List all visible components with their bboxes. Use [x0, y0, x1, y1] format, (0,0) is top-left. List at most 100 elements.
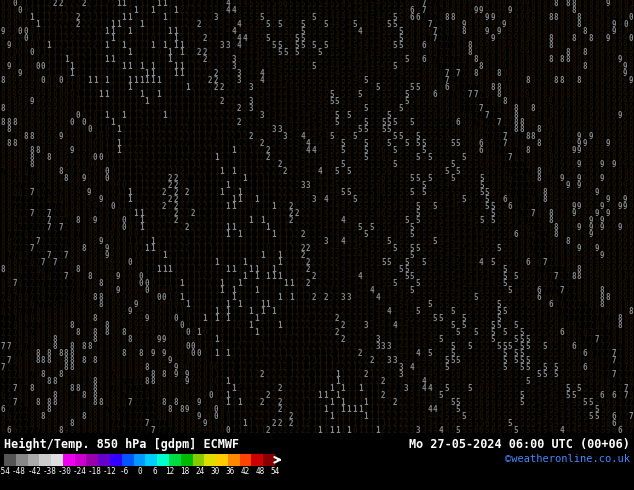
Text: 8: 8 — [536, 55, 541, 64]
Text: 7: 7 — [525, 188, 529, 197]
Text: 8: 8 — [18, 328, 22, 337]
Text: 3: 3 — [318, 237, 322, 246]
Text: 7: 7 — [35, 286, 40, 295]
Text: 9: 9 — [58, 146, 63, 155]
Text: 6: 6 — [491, 405, 495, 414]
Text: 8: 8 — [588, 27, 593, 36]
Text: 9: 9 — [560, 104, 564, 113]
Text: 7: 7 — [127, 377, 132, 386]
Text: 2: 2 — [162, 223, 167, 232]
Text: 0: 0 — [98, 174, 103, 183]
Text: 6: 6 — [485, 398, 489, 407]
Text: 8: 8 — [531, 0, 536, 8]
Text: 1: 1 — [254, 307, 259, 316]
Text: 0: 0 — [352, 426, 357, 435]
Text: 1: 1 — [249, 307, 253, 316]
Text: 8: 8 — [18, 118, 22, 127]
Text: 5: 5 — [491, 418, 495, 428]
Text: 8: 8 — [1, 76, 5, 85]
Text: 5: 5 — [566, 391, 570, 400]
Text: 8: 8 — [612, 314, 616, 323]
Text: 7: 7 — [525, 209, 529, 218]
Text: 2: 2 — [64, 27, 68, 36]
Text: 5: 5 — [387, 48, 391, 57]
Text: 5: 5 — [508, 342, 512, 351]
Text: 1: 1 — [105, 27, 109, 36]
Text: 8: 8 — [583, 13, 587, 22]
Text: 3: 3 — [358, 321, 363, 330]
Text: 1: 1 — [185, 272, 190, 281]
Text: 2: 2 — [318, 300, 322, 309]
Text: 5: 5 — [577, 412, 581, 420]
Text: 3: 3 — [323, 258, 328, 267]
Text: 2: 2 — [295, 342, 299, 351]
Text: 2: 2 — [225, 153, 230, 162]
Text: 5: 5 — [329, 104, 333, 113]
Text: 8: 8 — [571, 6, 576, 15]
Text: 4: 4 — [335, 202, 339, 211]
Text: 8: 8 — [64, 188, 68, 197]
Text: 8: 8 — [594, 293, 599, 302]
Text: 5: 5 — [450, 279, 455, 288]
Text: 5: 5 — [542, 377, 547, 386]
Text: 8: 8 — [594, 307, 599, 316]
Text: 5: 5 — [410, 321, 415, 330]
Text: 8: 8 — [93, 356, 98, 365]
Text: 1: 1 — [237, 405, 242, 414]
Text: 1: 1 — [295, 279, 299, 288]
Text: 8: 8 — [577, 279, 581, 288]
Text: 4: 4 — [318, 195, 322, 204]
Text: 8: 8 — [98, 391, 103, 400]
Text: 9: 9 — [618, 111, 622, 120]
Text: 6: 6 — [381, 181, 385, 190]
Text: 2: 2 — [139, 153, 143, 162]
Text: 8: 8 — [571, 13, 576, 22]
Text: 5: 5 — [404, 272, 409, 281]
Text: 2: 2 — [404, 405, 409, 414]
Text: 1: 1 — [249, 188, 253, 197]
Text: 1: 1 — [156, 55, 161, 64]
Text: 6: 6 — [392, 230, 397, 239]
Text: 7: 7 — [485, 118, 489, 127]
Text: 5: 5 — [392, 111, 397, 120]
Text: 6: 6 — [612, 418, 616, 428]
Text: 8: 8 — [81, 265, 86, 274]
Text: 2: 2 — [197, 27, 201, 36]
Text: 5: 5 — [271, 55, 276, 64]
Text: 5: 5 — [433, 139, 437, 148]
Text: 5: 5 — [542, 391, 547, 400]
Text: 1: 1 — [191, 146, 195, 155]
Text: 5: 5 — [508, 328, 512, 337]
Text: 9: 9 — [105, 209, 109, 218]
Text: 8: 8 — [612, 153, 616, 162]
Text: 2: 2 — [243, 384, 247, 392]
Text: 5: 5 — [392, 0, 397, 8]
Text: 8: 8 — [594, 69, 599, 78]
Text: 2: 2 — [318, 293, 322, 302]
Text: 3: 3 — [352, 321, 357, 330]
Text: 5: 5 — [364, 195, 368, 204]
Text: 2: 2 — [283, 369, 288, 379]
Text: 8: 8 — [479, 48, 484, 57]
Text: 9: 9 — [612, 167, 616, 176]
Text: 2: 2 — [225, 118, 230, 127]
Text: 4: 4 — [323, 181, 328, 190]
Text: 6: 6 — [433, 48, 437, 57]
Text: 5: 5 — [340, 209, 346, 218]
Text: 1: 1 — [208, 146, 212, 155]
Text: 2: 2 — [392, 398, 397, 407]
Text: 9: 9 — [612, 41, 616, 50]
Text: 7: 7 — [514, 181, 518, 190]
Text: 2: 2 — [174, 132, 178, 141]
Text: 1: 1 — [301, 349, 305, 358]
Text: 5: 5 — [358, 146, 363, 155]
Text: 4: 4 — [243, 34, 247, 43]
Text: 9: 9 — [127, 307, 132, 316]
Text: 9: 9 — [588, 202, 593, 211]
Text: 3: 3 — [398, 356, 403, 365]
Text: 9: 9 — [612, 48, 616, 57]
Text: 8: 8 — [53, 328, 57, 337]
Text: 5: 5 — [381, 139, 385, 148]
Text: 8: 8 — [560, 76, 564, 85]
Text: 2: 2 — [301, 216, 305, 225]
